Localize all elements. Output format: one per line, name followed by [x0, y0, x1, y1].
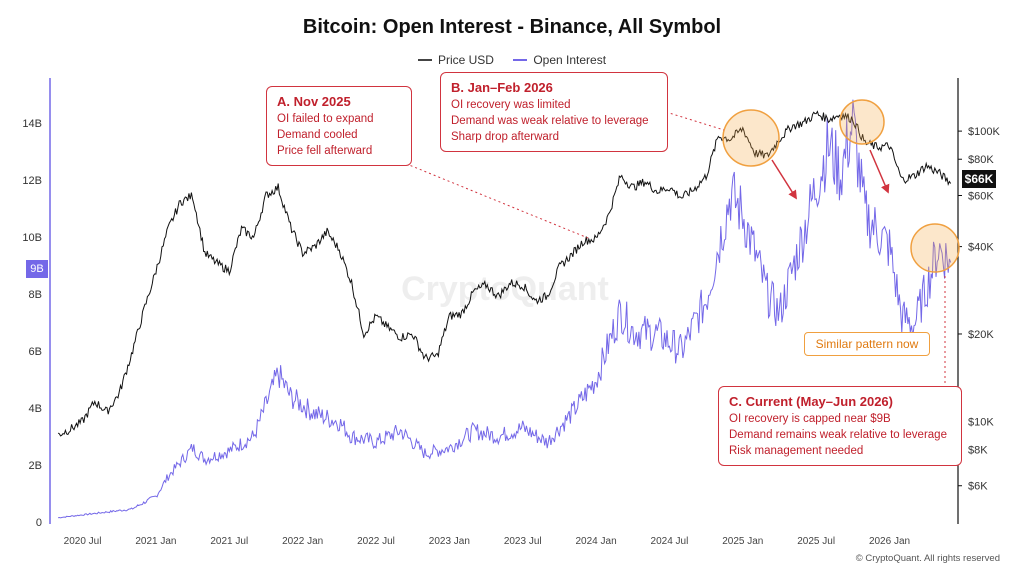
legend-price-label: Price USD: [437, 53, 494, 67]
x-tick-label: 2026 Jan: [869, 536, 910, 547]
x-tick-label: 2025 Jan: [722, 536, 763, 547]
highlight-circle-2: [839, 99, 885, 145]
annotation-a-heading: A. Nov 2025: [277, 94, 351, 109]
highlight-circle-1: [722, 109, 780, 167]
left-tick-label: 6B: [29, 346, 42, 358]
legend-item-price[interactable]: Price USD: [417, 53, 494, 67]
arrow-2: [869, 149, 890, 194]
left-tick-label: 2B: [29, 460, 42, 472]
right-tick-label: $40K: [968, 242, 994, 254]
left-tick-label: 10B: [22, 232, 42, 244]
right-axis-current-badge: $66K: [962, 170, 996, 188]
legend-price-swatch: [417, 59, 432, 61]
x-tick-label: 2024 Jul: [651, 536, 689, 547]
connector-a: [391, 157, 589, 239]
x-tick-label: 2023 Jan: [429, 536, 470, 547]
right-tick-label: $60K: [968, 190, 994, 202]
legend-oi-label: Open Interest: [533, 53, 607, 67]
series-open-interest-line: [58, 99, 952, 519]
annotation-b-line-1: OI recovery was limited: [451, 99, 571, 111]
left-tick-label: 12B: [22, 175, 42, 187]
overlays-group: [391, 99, 960, 386]
annotation-b: B. Jan–Feb 2026 OI recovery was limited …: [440, 72, 668, 152]
annotation-a-line-1: OI failed to expand: [277, 113, 374, 125]
x-tick-label: 2020 Jul: [64, 536, 102, 547]
series-price-line: [57, 110, 952, 437]
annotation-a-line-2: Demand cooled: [277, 129, 358, 141]
annotation-a: A. Nov 2025 OI failed to expand Demand c…: [266, 86, 412, 166]
left-tick-label: 14B: [22, 118, 42, 130]
right-tick-label: $10K: [968, 416, 994, 428]
annotation-b-line-2: Demand was weak relative to leverage: [451, 115, 649, 127]
series-group: [57, 99, 952, 519]
arrow-1: [771, 159, 797, 200]
x-tick-label: 2021 Jan: [135, 536, 176, 547]
x-tick-label: 2022 Jan: [282, 536, 323, 547]
similar-pattern-label: Similar pattern now: [804, 332, 930, 356]
right-tick-label: $80K: [968, 154, 994, 166]
right-tick-label: $8K: [968, 444, 988, 456]
chart-legend: Price USD Open Interest: [0, 50, 1024, 67]
annotation-c-line-3: Risk management needed: [729, 445, 864, 457]
annotation-c-line-2: Demand remains weak relative to leverage: [729, 429, 947, 441]
legend-oi-swatch: [513, 59, 528, 61]
annotation-c-line-1: OI recovery is capped near $9B: [729, 413, 891, 425]
x-tick-label: 2021 Jul: [210, 536, 248, 547]
highlight-circle-3: [910, 223, 960, 273]
annotation-c-heading: C. Current (May–Jun 2026): [729, 394, 893, 409]
chart-title: Bitcoin: Open Interest - Binance, All Sy…: [302, 16, 722, 38]
annotation-c: C. Current (May–Jun 2026) OI recovery is…: [718, 386, 962, 466]
x-tick-label: 2024 Jan: [576, 536, 617, 547]
right-tick-label: $100K: [968, 126, 1000, 138]
left-axis-current-badge: 9B: [26, 260, 48, 278]
annotation-b-heading: B. Jan–Feb 2026: [451, 80, 553, 95]
left-tick-label: 0: [36, 517, 42, 529]
left-tick-label: 4B: [29, 403, 42, 415]
watermark: CryptoQuant: [401, 270, 609, 308]
legend-item-oi[interactable]: Open Interest: [513, 53, 606, 67]
annotation-b-line-3: Sharp drop afterward: [451, 131, 560, 143]
annotation-a-line-3: Price fell afterward: [277, 145, 373, 157]
right-tick-label: $6K: [968, 481, 988, 493]
x-tick-label: 2025 Jul: [797, 536, 835, 547]
left-tick-label: 8B: [29, 289, 42, 301]
x-tick-label: 2023 Jul: [504, 536, 542, 547]
copyright: © CryptoQuant. All rights reserved: [855, 553, 1000, 564]
axes-group: 0 2B 4B 6B 8B 10B 12B 14B $6K $8K $10K $20K $40K $60K…: [22, 78, 1000, 547]
right-tick-label: $20K: [968, 329, 994, 341]
x-tick-label: 2022 Jul: [357, 536, 395, 547]
connector-b: [665, 111, 725, 131]
